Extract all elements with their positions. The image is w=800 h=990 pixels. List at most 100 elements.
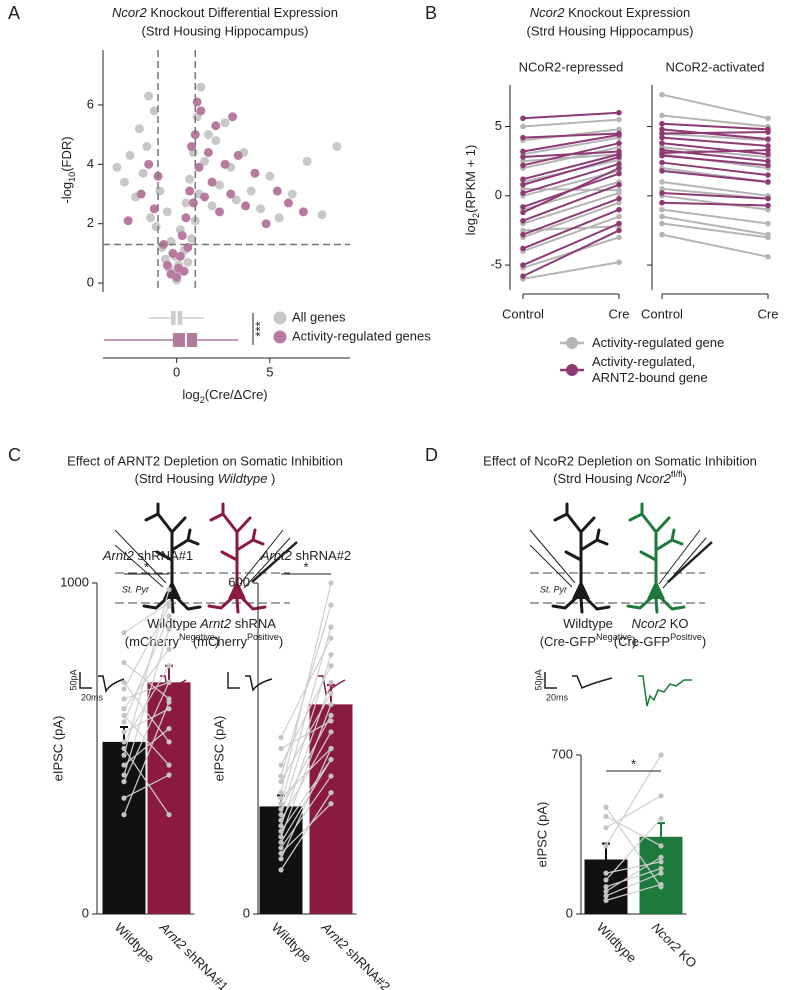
neuron-wildtype bbox=[551, 502, 611, 614]
pair-line bbox=[605, 868, 662, 888]
slope-line bbox=[522, 208, 620, 250]
slope-point bbox=[765, 162, 771, 169]
slope-point bbox=[659, 150, 665, 156]
x-tick-label-part: Wildtype bbox=[268, 920, 314, 966]
cell-marker-part: Positive bbox=[247, 632, 279, 642]
legend-marker bbox=[566, 364, 578, 376]
point bbox=[125, 150, 135, 160]
y-tick-label: 0 bbox=[495, 187, 502, 202]
slope-line bbox=[661, 161, 769, 177]
point bbox=[226, 189, 236, 199]
pair-point bbox=[328, 580, 334, 586]
pair-point bbox=[658, 884, 664, 890]
pair-point bbox=[328, 712, 334, 719]
slope-point bbox=[520, 181, 526, 188]
y-axis-label-part: 2 bbox=[471, 213, 481, 218]
point bbox=[134, 124, 144, 134]
slope-line bbox=[661, 194, 769, 211]
pair-point bbox=[121, 630, 127, 636]
pair-point bbox=[328, 701, 334, 707]
slope-point bbox=[520, 262, 526, 268]
pair-line bbox=[123, 629, 170, 776]
slope-line bbox=[661, 132, 769, 142]
pair-point bbox=[603, 870, 609, 876]
pair-point bbox=[328, 602, 334, 608]
pair-point bbox=[121, 745, 127, 752]
point bbox=[179, 266, 189, 276]
pair-point bbox=[658, 854, 664, 860]
pair-point bbox=[121, 679, 127, 685]
slope-point bbox=[659, 112, 665, 119]
neuron-knockout bbox=[626, 502, 686, 614]
pair-point bbox=[658, 793, 664, 799]
slope-point bbox=[659, 190, 665, 196]
pair-line bbox=[280, 693, 332, 782]
point bbox=[194, 162, 204, 172]
slope-point bbox=[616, 140, 622, 146]
point bbox=[177, 231, 187, 241]
slope-point bbox=[765, 202, 771, 209]
point bbox=[185, 174, 195, 184]
cell-marker: (mCherryPositive) bbox=[193, 632, 283, 649]
y-tick-label: 0 bbox=[243, 905, 250, 920]
pair-point bbox=[166, 762, 172, 768]
point bbox=[144, 159, 154, 169]
pair-point bbox=[278, 867, 284, 873]
slope-line bbox=[661, 222, 769, 239]
neuron bbox=[626, 502, 686, 614]
point bbox=[272, 186, 282, 196]
pair-point bbox=[328, 773, 334, 779]
slope-point bbox=[616, 227, 622, 234]
scale-y-label: 50pA bbox=[533, 669, 543, 690]
cell-name-part: Wildtype bbox=[147, 616, 197, 631]
pair-line bbox=[280, 759, 332, 832]
panel-subtitle-part: (Strd Housing bbox=[135, 471, 218, 486]
slope-line bbox=[522, 167, 620, 214]
slope-point bbox=[616, 130, 622, 137]
slope-line bbox=[522, 153, 620, 181]
x-tick-label-part: shRNA#2 bbox=[340, 942, 393, 990]
electrode bbox=[529, 544, 573, 588]
point bbox=[233, 150, 243, 160]
point bbox=[112, 162, 122, 172]
y-axis-label-part: log bbox=[463, 218, 478, 235]
slope-point bbox=[616, 170, 622, 177]
pair-point bbox=[166, 613, 172, 619]
pair-point bbox=[278, 823, 284, 829]
legend-box: Activity-regulated gene bbox=[592, 335, 724, 350]
pair-point bbox=[278, 850, 284, 856]
point bbox=[142, 142, 152, 152]
pair-point bbox=[121, 772, 127, 778]
slope-point bbox=[659, 168, 665, 174]
slope-point bbox=[659, 179, 665, 185]
neuron bbox=[551, 502, 611, 614]
y-axis-label-part: (FDR) bbox=[59, 136, 74, 171]
pair-line bbox=[605, 883, 662, 901]
slope-point bbox=[616, 220, 622, 227]
pair-line bbox=[605, 861, 662, 874]
bar bbox=[147, 682, 191, 914]
point bbox=[175, 251, 185, 261]
slope-line bbox=[661, 142, 769, 156]
slope-point bbox=[659, 231, 665, 238]
slope-point bbox=[520, 186, 526, 192]
slope-point bbox=[616, 213, 622, 220]
pair-line bbox=[123, 602, 170, 634]
panel-subtitle: (Strd Housing Ncor2fl/fl) bbox=[553, 469, 687, 486]
pair-line bbox=[280, 803, 332, 854]
slope-point bbox=[616, 148, 622, 155]
y-tick-label: 0 bbox=[566, 905, 573, 920]
panel-label: A bbox=[8, 3, 20, 23]
slope-point bbox=[520, 115, 526, 122]
slope-line bbox=[661, 128, 769, 141]
pair-line bbox=[280, 682, 332, 826]
slope-point bbox=[659, 213, 665, 220]
pair-line bbox=[123, 615, 170, 723]
slope-point bbox=[520, 162, 526, 169]
pair-point bbox=[658, 816, 664, 822]
pair-line bbox=[123, 648, 170, 710]
electrode bbox=[243, 537, 291, 589]
pair-line bbox=[280, 759, 332, 843]
slope-line bbox=[661, 233, 769, 258]
